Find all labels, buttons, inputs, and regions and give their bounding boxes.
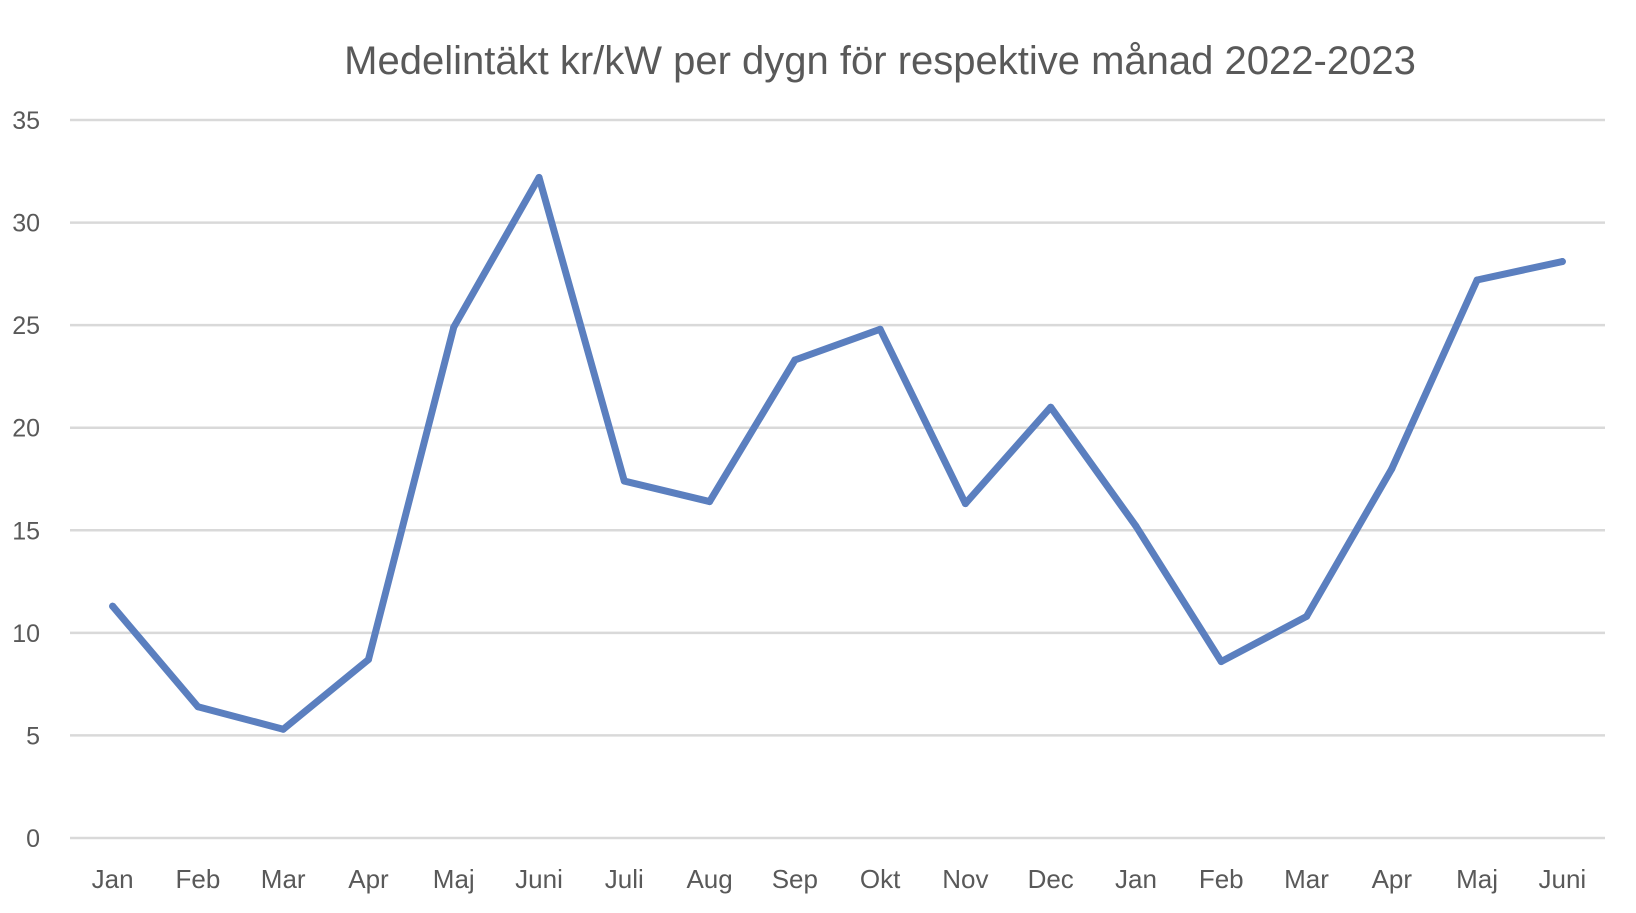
x-tick-label: Mar <box>261 864 306 894</box>
data-point <box>535 173 543 181</box>
data-point <box>706 498 714 506</box>
data-point <box>279 725 287 733</box>
x-tick-label: Feb <box>176 864 221 894</box>
x-tick-label: Jan <box>92 864 134 894</box>
x-tick-label: Juni <box>515 864 563 894</box>
series-layer <box>109 173 1566 733</box>
y-tick-label: 35 <box>12 107 40 135</box>
x-tick-label: Maj <box>1456 864 1498 894</box>
data-point <box>364 656 372 664</box>
data-point <box>194 703 202 711</box>
data-point <box>109 602 117 610</box>
x-tick-label: Juni <box>1539 864 1587 894</box>
x-tick-label: Apr <box>1372 864 1413 894</box>
x-tick-label: Aug <box>686 864 732 894</box>
x-tick-label: Okt <box>860 864 901 894</box>
x-tick-label: Apr <box>348 864 389 894</box>
gridlines <box>70 118 1605 840</box>
data-point <box>791 356 799 364</box>
y-tick-label: 25 <box>12 312 40 340</box>
y-tick-label: 20 <box>12 415 40 443</box>
x-tick-label: Juli <box>605 864 644 894</box>
x-tick-label: Maj <box>433 864 475 894</box>
y-tick-label: 0 <box>26 825 40 853</box>
data-point <box>1047 403 1055 411</box>
y-tick-label: 30 <box>12 210 40 238</box>
data-point <box>961 500 969 508</box>
y-tick-label: 15 <box>12 517 40 545</box>
series-line <box>109 173 1566 733</box>
data-point <box>1388 465 1396 473</box>
x-tick-label: Sep <box>772 864 818 894</box>
data-point <box>1473 276 1481 284</box>
x-tick-label: Mar <box>1284 864 1329 894</box>
x-tick-label: Dec <box>1028 864 1074 894</box>
x-tick-label: Feb <box>1199 864 1244 894</box>
x-axis-ticks: Jan Feb Mar Apr Maj Juni Juli Aug Sep Okt Nov Dec Ja… <box>92 864 1587 894</box>
x-tick-label: Nov <box>942 864 988 894</box>
data-point <box>620 477 628 485</box>
data-point <box>1217 658 1225 666</box>
data-point <box>1132 522 1140 530</box>
data-point <box>450 323 458 331</box>
x-tick-label: Jan <box>1115 864 1157 894</box>
y-axis-ticks: 0 5 10 15 20 25 30 35 <box>12 107 40 853</box>
y-tick-label: 10 <box>12 620 40 648</box>
data-point <box>1303 612 1311 620</box>
data-point <box>876 325 884 333</box>
data-point <box>1558 258 1566 266</box>
y-tick-label: 5 <box>26 722 40 750</box>
chart-title: Medelintäkt kr/kW per dygn för respektiv… <box>344 39 1416 83</box>
